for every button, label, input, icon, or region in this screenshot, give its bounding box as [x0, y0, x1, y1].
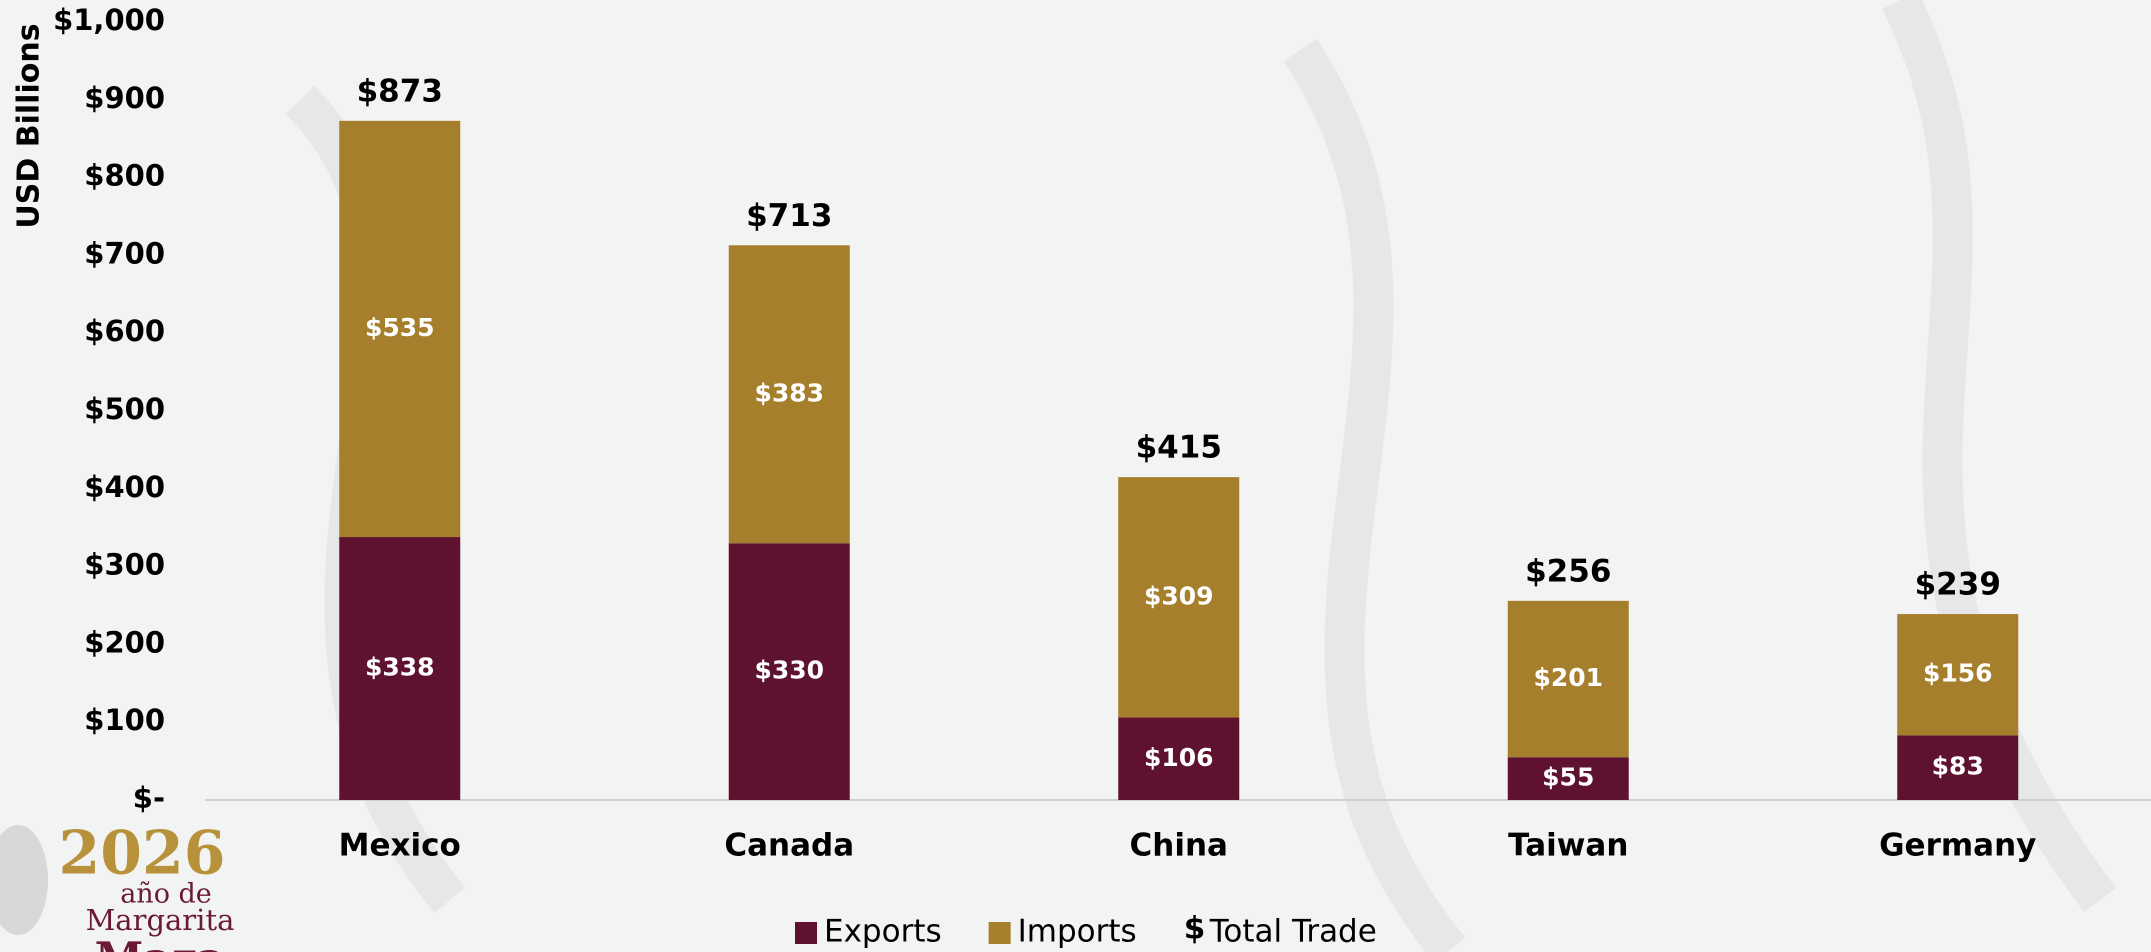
bar-segment — [1507, 757, 1629, 800]
swirl — [1283, 38, 1466, 952]
y-tick-label: $900 — [84, 81, 165, 115]
y-tick-label: $100 — [84, 703, 165, 737]
x-tick-label: Canada — [724, 828, 854, 864]
legend-swatch — [988, 922, 1011, 944]
bar-segment — [1897, 614, 2019, 736]
bar-segment — [339, 537, 461, 800]
value-label: $383 — [754, 378, 824, 407]
portrait — [0, 825, 48, 935]
value-label: $338 — [365, 653, 435, 682]
legend-label: Exports — [824, 914, 942, 950]
y-tick-label: $800 — [84, 159, 165, 193]
x-tick-label: China — [1130, 828, 1228, 864]
total-label: $713 — [746, 198, 832, 234]
logo-surname: Maza — [95, 934, 226, 952]
y-axis-title: USD Billions — [12, 23, 47, 228]
x-tick-label: Mexico — [339, 828, 461, 864]
value-label: $106 — [1144, 743, 1214, 772]
logo-name: Margarita — [86, 903, 235, 937]
y-tick-label: $600 — [84, 314, 165, 348]
value-label: $201 — [1533, 663, 1603, 692]
bar-segment — [728, 245, 850, 544]
bar-segment — [1118, 477, 1240, 718]
total-label: $239 — [1915, 567, 2001, 603]
y-tick-label: $200 — [84, 625, 165, 659]
logo-text: año de — [120, 879, 212, 910]
total-label: $873 — [357, 73, 443, 109]
total-label: $415 — [1136, 430, 1222, 466]
legend-label: Total Trade — [1209, 914, 1377, 950]
bar-segment — [1118, 717, 1240, 800]
y-tick-label: $- — [133, 781, 165, 815]
logo-year: 2026 — [59, 819, 226, 889]
value-label: $156 — [1923, 659, 1993, 688]
y-tick-label: $300 — [84, 548, 165, 582]
bar-segment — [339, 120, 461, 538]
y-tick-label: $400 — [84, 470, 165, 504]
y-tick-label: $500 — [84, 392, 165, 426]
logo: 2026 año de Margarita Maza — [0, 819, 234, 952]
y-tick-label: $1,000 — [53, 3, 165, 37]
value-label: $55 — [1542, 763, 1594, 792]
x-tick-label: Taiwan — [1508, 828, 1628, 864]
legend-swatch — [795, 922, 817, 944]
value-label: $330 — [754, 656, 824, 685]
legend-marker: $ — [1184, 911, 1206, 947]
x-tick-label: Germany — [1879, 828, 2036, 864]
value-label: $83 — [1932, 752, 1984, 781]
bar-segment — [728, 543, 850, 800]
y-tick-label: $700 — [84, 236, 165, 270]
legend-label: Imports — [1018, 914, 1137, 950]
total-label: $256 — [1525, 553, 1611, 589]
bar-segment — [1507, 600, 1629, 758]
value-label: $309 — [1144, 581, 1214, 610]
value-label: $535 — [365, 313, 435, 342]
bar-segment — [1897, 735, 2019, 800]
